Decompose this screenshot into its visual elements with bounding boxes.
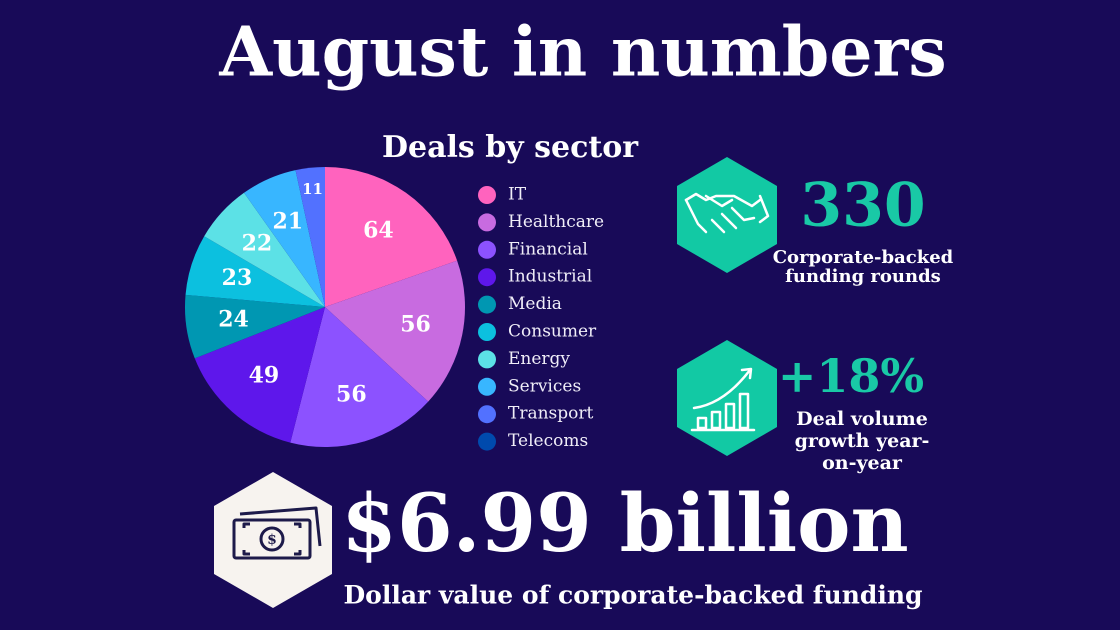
legend-swatch bbox=[478, 405, 496, 424]
legend-label: Energy bbox=[508, 349, 570, 369]
legend-label: Healthcare bbox=[508, 212, 604, 232]
stat-label: growth year- bbox=[795, 430, 930, 452]
legend-label: Telecoms bbox=[508, 431, 588, 451]
data-label: 24 bbox=[218, 306, 249, 332]
growth-icon bbox=[690, 367, 756, 432]
growth-badge bbox=[677, 340, 777, 456]
chart-title: Deals by sector bbox=[382, 130, 639, 165]
stat-label: Deal volume bbox=[796, 408, 928, 430]
data-label: 64 bbox=[363, 218, 394, 244]
legend-label: Industrial bbox=[508, 267, 592, 287]
headline-value: $6.99 billion bbox=[341, 476, 908, 570]
pie-slice bbox=[325, 167, 458, 307]
headline-label: Dollar value of corporate-backed funding bbox=[343, 581, 922, 610]
money-icon bbox=[232, 506, 322, 560]
legend-label: Services bbox=[508, 376, 581, 396]
pie-slice bbox=[185, 236, 325, 307]
pie-slice bbox=[244, 170, 325, 307]
data-label: 21 bbox=[272, 208, 303, 234]
legend-label: IT bbox=[508, 185, 527, 205]
legend-swatch bbox=[478, 268, 496, 287]
page-title: August in numbers bbox=[218, 13, 946, 93]
legend-swatch bbox=[478, 432, 496, 451]
data-label: 56 bbox=[336, 382, 367, 408]
pie-slice bbox=[194, 307, 325, 443]
data-label: 22 bbox=[242, 231, 273, 257]
data-label: 56 bbox=[400, 312, 431, 338]
hexagon bbox=[214, 472, 332, 608]
legend-swatch bbox=[478, 323, 496, 341]
data-label: 49 bbox=[249, 362, 280, 388]
handshake-icon bbox=[684, 192, 770, 234]
handshake-badge bbox=[677, 157, 777, 273]
stat-value: 330 bbox=[800, 171, 925, 241]
stat-label: Corporate-backed bbox=[773, 247, 954, 268]
stat-label: on-year bbox=[822, 452, 903, 474]
data-label: 23 bbox=[222, 265, 253, 291]
legend-label: Consumer bbox=[508, 322, 597, 342]
legend-swatch bbox=[478, 295, 496, 314]
legend-swatch bbox=[478, 186, 496, 204]
stat-label: funding rounds bbox=[785, 266, 941, 287]
legend-swatch bbox=[478, 377, 496, 396]
legend-label: Financial bbox=[508, 239, 588, 259]
pie-slice bbox=[295, 167, 325, 307]
pie-slice bbox=[185, 294, 325, 359]
data-label: 11 bbox=[302, 180, 323, 198]
legend: IT Healthcare Financial Industrial Media Cons… bbox=[478, 185, 604, 451]
money-badge: $ bbox=[214, 472, 332, 608]
legend-label: Transport bbox=[508, 404, 594, 424]
dollar-sign-icon: $ bbox=[267, 532, 277, 548]
legend-swatch bbox=[478, 350, 496, 369]
legend-swatch bbox=[478, 213, 496, 232]
legend-swatch bbox=[478, 240, 496, 259]
legend-label: Media bbox=[508, 294, 562, 314]
stat-value: +18% bbox=[778, 349, 924, 403]
pie-slice bbox=[204, 192, 325, 307]
pie-slice bbox=[325, 260, 465, 402]
hexagon bbox=[677, 157, 777, 273]
pie-slice bbox=[290, 307, 429, 447]
